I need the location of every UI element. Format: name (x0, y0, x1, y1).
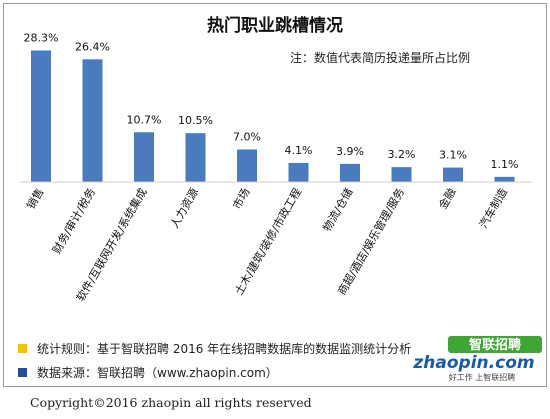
bar-0 (31, 50, 51, 182)
value-label-5: 4.1% (285, 144, 313, 157)
bar-7 (391, 167, 412, 182)
category-label-3: 人力资源 (167, 186, 201, 231)
value-label-8: 3.1% (439, 149, 467, 162)
legend-rule: 统计规则：基于智联招聘 2016 年在线招聘数据库的数据监测统计分析 (18, 340, 411, 357)
value-label-3: 10.5% (178, 114, 213, 127)
category-label-6: 物流/仓储 (320, 186, 356, 234)
chart-title: 热门职业跳槽情况 (207, 15, 343, 36)
legend-source-swatch (18, 368, 27, 377)
legend-rule-text: 统计规则：基于智联招聘 2016 年在线招聘数据库的数据监测统计分析 (37, 342, 412, 356)
legend-rule-swatch (18, 344, 27, 353)
category-label-8: 金融 (435, 186, 458, 212)
bar-6 (340, 163, 360, 182)
bar-9 (494, 176, 515, 182)
bar-2 (134, 132, 154, 182)
value-label-6: 3.9% (336, 145, 364, 158)
value-label-0: 28.3% (24, 31, 59, 44)
value-label-1: 26.4% (75, 40, 110, 53)
category-label-1: 财务/审计/税务 (49, 186, 98, 257)
category-label-4: 市场 (229, 186, 252, 212)
logo-brand-cn: 智联招聘 (469, 337, 521, 353)
zhaopin-logo: 智联招聘 zhaopin.com 好工作 上智联招聘 (412, 336, 542, 382)
bar-4 (237, 149, 257, 182)
legend-source: 数据来源：智联招聘（www.zhaopin.com） (18, 364, 278, 381)
bar-chart: 热门职业跳槽情况 注：数值代表简历投递量所占比例 28.3% 销售 26.4% 财务/… (20, 15, 532, 304)
value-label-7: 3.2% (388, 148, 416, 161)
legend-source-text: 数据来源：智联招聘（www.zhaopin.com） (37, 366, 278, 380)
copyright-footer: Copyright©2016 zhaopin all rights reserv… (30, 395, 312, 410)
logo-slogan: 好工作 上智联招聘 (449, 372, 516, 382)
bar-5 (288, 162, 309, 182)
bar-3 (185, 133, 206, 182)
value-label-2: 10.7% (127, 113, 162, 126)
bar-8 (443, 167, 463, 182)
category-label-0: 销售 (23, 186, 46, 212)
bar-1 (82, 59, 103, 183)
value-label-9: 1.1% (491, 158, 519, 171)
chart-note: 注：数值代表简历投递量所占比例 (290, 50, 470, 65)
chart-frame: 热门职业跳槽情况 注：数值代表简历投递量所占比例 28.3% 销售 26.4% 财务/… (3, 3, 547, 387)
logo-brand-en: zhaopin.com (412, 353, 534, 373)
value-label-4: 7.0% (233, 130, 261, 143)
category-label-9: 汽车制造 (476, 186, 510, 231)
